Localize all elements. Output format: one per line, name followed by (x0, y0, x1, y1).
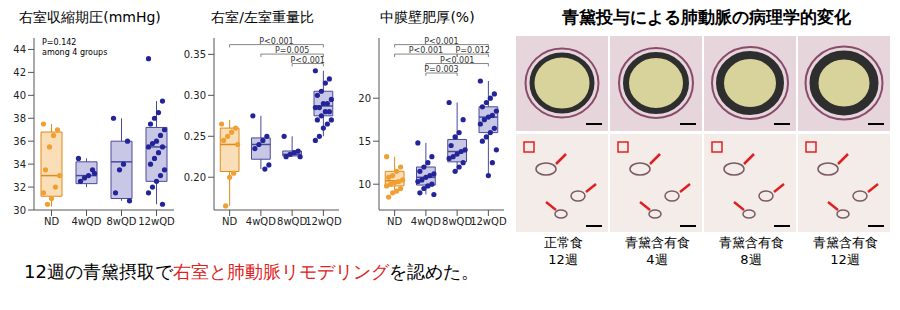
svg-text:ND: ND (44, 216, 59, 227)
html-text:12週: 12週 (548, 252, 578, 267)
svg-text:0.35: 0.35 (184, 49, 206, 60)
svg-text:P<0.001: P<0.001 (424, 37, 458, 46)
svg-text:P<0.001: P<0.001 (259, 37, 293, 46)
html-text:P=0.142: P=0.142 (42, 38, 77, 47)
svg-text:4wQD: 4wQD (71, 216, 101, 227)
html-text:12週: 12週 (830, 252, 860, 267)
svg-text:0.20: 0.20 (184, 172, 206, 183)
svg-text:4wQD: 4wQD (246, 216, 276, 227)
svg-text:8wQD: 8wQD (277, 216, 307, 227)
html-text:中膜壁肥厚(%): 中膜壁肥厚(%) (380, 9, 475, 25)
svg-text:12wQD: 12wQD (305, 216, 342, 227)
svg-text:15: 15 (358, 136, 371, 147)
svg-text:32: 32 (13, 182, 26, 193)
svg-text:8wQD: 8wQD (442, 216, 472, 227)
svg-text:P=0.005: P=0.005 (275, 46, 309, 55)
svg-text:20: 20 (358, 93, 371, 104)
svg-text:P<0.001: P<0.001 (409, 46, 443, 55)
html-text:右室収縮期圧(mmHg): 右室収縮期圧(mmHg) (19, 9, 161, 25)
svg-text:ND: ND (222, 216, 237, 227)
svg-text:0.25: 0.25 (184, 131, 206, 142)
svg-text:30: 30 (13, 205, 26, 216)
svg-text:12wQD: 12wQD (470, 216, 507, 227)
svg-text:40: 40 (13, 90, 26, 101)
svg-text:8wQD: 8wQD (106, 216, 136, 227)
svg-text:12wQD: 12wQD (138, 216, 175, 227)
svg-text:10: 10 (358, 179, 371, 190)
svg-text:44: 44 (13, 44, 26, 55)
html-text:among 4 groups: among 4 groups (42, 48, 108, 57)
svg-text:42: 42 (13, 67, 26, 78)
svg-text:38: 38 (13, 113, 26, 124)
html-text:12週の青黛摂取で右室と肺動脈リモデリングを認めた。: 12週の青黛摂取で右室と肺動脈リモデリングを認めた。 (24, 261, 479, 282)
html-text:青黛含有食: 青黛含有食 (812, 235, 878, 250)
html-text:青黛投与による肺動脈の病理学的変化: 青黛投与による肺動脈の病理学的変化 (561, 7, 851, 27)
svg-text:4wQD: 4wQD (411, 216, 441, 227)
svg-text:36: 36 (13, 136, 26, 147)
html-text:青黛含有食: 青黛含有食 (718, 235, 784, 250)
svg-text:P<0.001: P<0.001 (291, 56, 325, 65)
html-text:4週: 4週 (646, 252, 668, 267)
html-text:8週: 8週 (740, 252, 762, 267)
html-text:右室/左室重量比: 右室/左室重量比 (211, 9, 314, 25)
html-text:青黛含有食: 青黛含有食 (624, 235, 690, 250)
svg-text:P<0.001: P<0.001 (440, 56, 474, 65)
svg-text:P=0.012: P=0.012 (456, 46, 490, 55)
svg-text:ND: ND (387, 216, 402, 227)
html-text:正常食: 正常食 (543, 235, 583, 250)
svg-text:34: 34 (13, 159, 26, 170)
svg-text:0.30: 0.30 (184, 90, 206, 101)
svg-text:P=0.003: P=0.003 (424, 65, 458, 74)
